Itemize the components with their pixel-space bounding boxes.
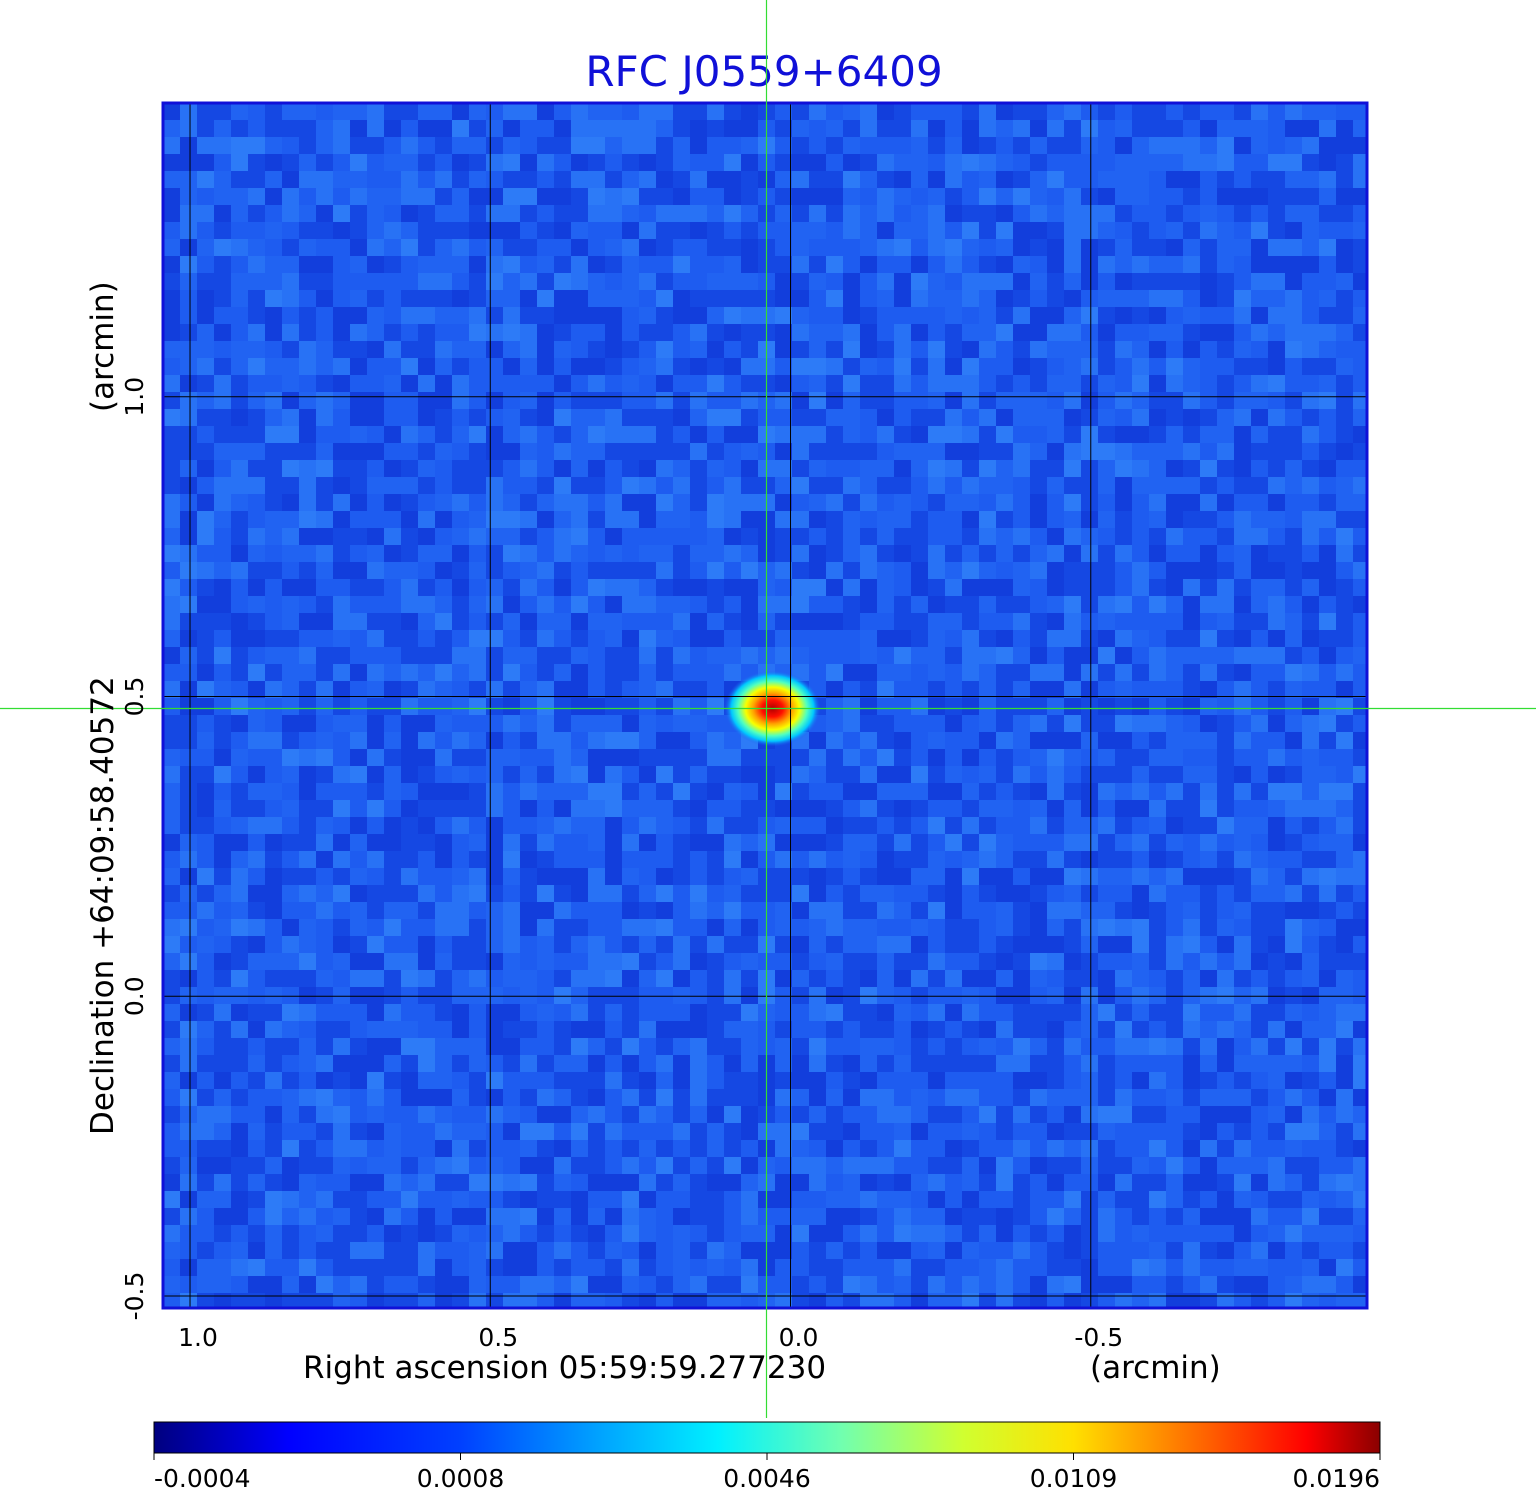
x-tick-labels: 1.0 0.5 0.0 -0.5 — [178, 1323, 1123, 1352]
colorbar-tick-labels: -0.0004 0.0008 0.0046 0.0109 0.0196 — [153, 1453, 1381, 1493]
y-axis-unit: (arcmin) — [85, 281, 121, 412]
map-noise — [163, 103, 1367, 1308]
colorbar-tick-label-1: 0.0008 — [417, 1464, 504, 1493]
map-image — [163, 103, 1367, 1308]
chart-title: RFC J0559+6409 — [585, 47, 942, 96]
x-tick-label-1: 0.5 — [478, 1323, 518, 1352]
y-axis-label: Declination +64:09:58.40572 — [85, 676, 121, 1135]
y-tick-label-3: -0.5 — [120, 1272, 149, 1321]
x-tick-label-2: 0.0 — [779, 1323, 819, 1352]
coordinate-grid — [163, 103, 1367, 1308]
x-axis-unit: (arcmin) — [1090, 1350, 1221, 1386]
colorbar-tick-label-2: 0.0046 — [723, 1464, 810, 1493]
crosshair — [0, 0, 1536, 1418]
y-tick-label-2: 0.0 — [120, 976, 149, 1016]
colorbar-tick-label-0: -0.0004 — [154, 1464, 251, 1493]
y-tick-label-1: 0.5 — [120, 677, 149, 717]
y-tick-label-0: 1.0 — [120, 377, 149, 417]
colorbar-tick-label-3: 0.0109 — [1030, 1464, 1117, 1493]
colorbar-gradient — [153, 1421, 1381, 1454]
x-axis-label: Right ascension 05:59:59.277230 — [303, 1350, 826, 1386]
plot-frame — [161, 101, 1369, 1310]
y-tick-labels: 1.0 0.5 0.0 -0.5 — [120, 377, 149, 1321]
colorbar-tick-label-4: 0.0196 — [1293, 1464, 1380, 1493]
x-tick-label-3: -0.5 — [1074, 1323, 1123, 1352]
x-tick-label-0: 1.0 — [178, 1323, 218, 1352]
colorbar: -0.0004 0.0008 0.0046 0.0109 0.0196 — [153, 1421, 1381, 1493]
